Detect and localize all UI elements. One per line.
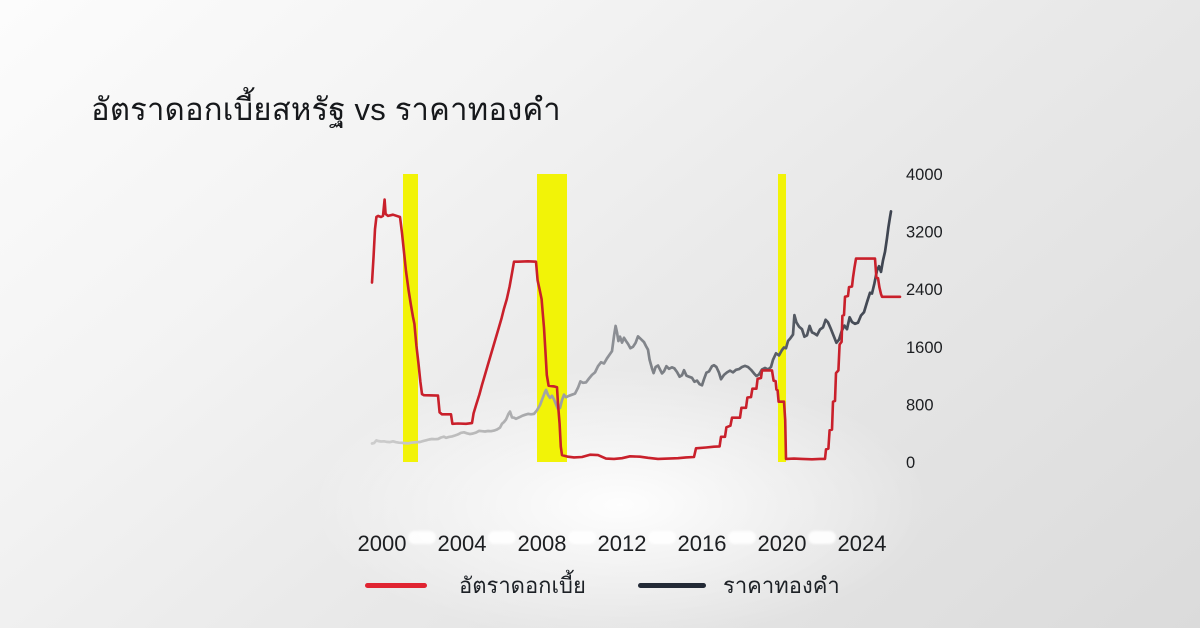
- x-axis-labels: 2000 2004 2008 2012 2016 2020 2024: [358, 531, 887, 556]
- recession-bands: [403, 174, 786, 462]
- x-tick-label: 2024: [838, 531, 887, 556]
- y-tick-label: 0: [906, 454, 915, 472]
- interest-rate-line: [370, 198, 902, 461]
- legend-label-interest-rate: อัตราดอกเบี้ย: [459, 573, 586, 598]
- series-lines: [370, 198, 902, 461]
- x-axis-highlight-pill: [648, 531, 676, 544]
- y-tick-label: 1600: [906, 339, 943, 357]
- x-tick-label: 2012: [598, 531, 647, 556]
- legend-swatch-gold-price: [638, 583, 706, 588]
- x-tick-label: 2016: [678, 531, 727, 556]
- legend-label-gold-price: ราคาทองคำ: [723, 573, 840, 598]
- y-tick-label: 4000: [906, 166, 943, 184]
- y-tick-label: 2400: [906, 281, 943, 299]
- y-tick-label: 800: [906, 396, 934, 414]
- x-axis-highlight-pill: [408, 531, 436, 544]
- gold-price-line: [370, 210, 893, 445]
- x-tick-label: 2008: [518, 531, 567, 556]
- page-title: อัตราดอกเบี้ยสหรัฐ vs ราคาทองคำ: [91, 92, 561, 127]
- x-tick-label: 2000: [358, 531, 407, 556]
- recession-band: [778, 174, 786, 462]
- x-axis-highlight-pill: [568, 531, 596, 544]
- x-tick-label: 2020: [758, 531, 807, 556]
- x-axis-highlight-pill: [808, 531, 836, 544]
- x-tick-label: 2004: [438, 531, 487, 556]
- x-axis-highlight-pill: [488, 531, 516, 544]
- y-axis-labels: 0 800 1600 2400 3200 4000: [906, 166, 943, 472]
- x-axis-highlights: [408, 531, 836, 544]
- x-axis-highlight-pill: [728, 531, 756, 544]
- y-tick-label: 3200: [906, 224, 943, 242]
- legend-swatch-interest-rate: [365, 583, 427, 588]
- recession-band: [537, 174, 567, 462]
- recession-band: [403, 174, 418, 462]
